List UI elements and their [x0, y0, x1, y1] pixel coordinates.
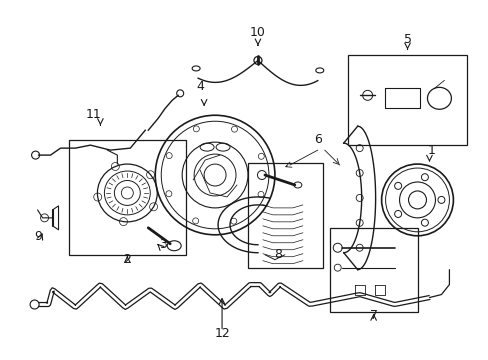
Text: 1: 1 — [427, 144, 434, 157]
Bar — [247, 163, 322, 268]
Text: 6: 6 — [313, 133, 321, 146]
Text: 11: 11 — [85, 108, 101, 121]
Text: 3: 3 — [159, 238, 167, 251]
Text: 10: 10 — [249, 26, 265, 39]
Text: 9: 9 — [35, 230, 42, 243]
Bar — [347, 55, 467, 145]
Text: 4: 4 — [196, 80, 203, 93]
Text: 8: 8 — [273, 248, 281, 261]
Bar — [329, 228, 417, 312]
Text: 7: 7 — [369, 310, 377, 323]
Text: 12: 12 — [214, 327, 229, 341]
Text: 5: 5 — [403, 32, 411, 45]
Text: 2: 2 — [123, 253, 131, 266]
Bar — [68, 140, 186, 255]
